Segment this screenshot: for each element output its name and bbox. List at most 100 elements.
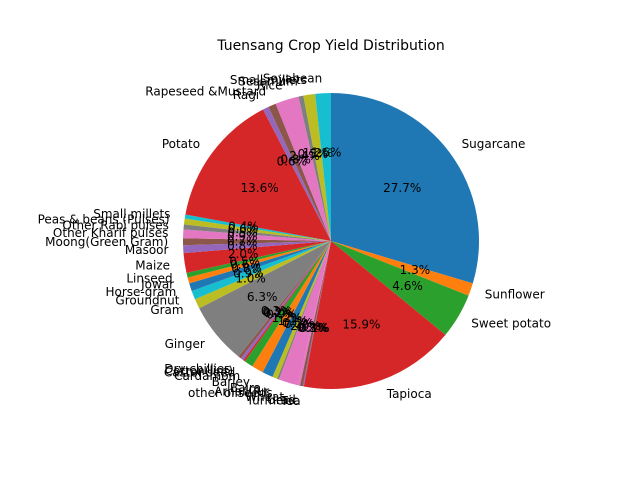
slice-percent-30: 0.6% bbox=[277, 154, 308, 168]
slice-percent-13: 0.2% bbox=[264, 306, 295, 320]
pie-slice-16 bbox=[199, 241, 331, 357]
pie-slice-2 bbox=[331, 241, 469, 335]
slice-label-33: Sesamum bbox=[238, 75, 298, 89]
slice-label-4: Tea bbox=[280, 394, 301, 408]
slice-label-1: Sunflower bbox=[485, 287, 545, 301]
slice-percent-6: 0.2% bbox=[297, 321, 328, 335]
pie-slice-1 bbox=[331, 241, 473, 296]
slice-label-29: Potato bbox=[162, 137, 200, 151]
slice-label-9: Arhar/Tur bbox=[214, 385, 269, 399]
pie-slice-6 bbox=[297, 241, 331, 386]
slice-label-7: Wheat bbox=[245, 390, 284, 404]
pie-slice-21 bbox=[186, 241, 331, 278]
pie-slice-9 bbox=[272, 241, 331, 379]
pie-slice-7 bbox=[278, 241, 331, 386]
pie-labels: Sugarcane Sunflower Sweet potato Tapioca Tea… bbox=[38, 71, 551, 407]
slice-label-35: Soyabean bbox=[263, 71, 322, 85]
slice-label-3: Tapioca bbox=[386, 387, 432, 401]
slice-label-34: Small millets bbox=[230, 73, 307, 87]
slice-label-11: Barley bbox=[212, 375, 250, 389]
pie-slice-0 bbox=[331, 93, 480, 284]
slice-percent-12: 0.9% bbox=[266, 308, 297, 322]
pie-slice-34 bbox=[303, 93, 331, 242]
slice-label-22: Maize bbox=[135, 258, 170, 272]
slice-percent-29: 13.6% bbox=[241, 181, 279, 195]
pie-slice-25 bbox=[183, 229, 331, 241]
slice-percent-9: 0.5% bbox=[282, 316, 313, 330]
slice-percent-33: 0.5% bbox=[298, 147, 329, 161]
pie-slice-4 bbox=[302, 241, 331, 387]
slice-label-10: Bajra bbox=[230, 381, 261, 395]
slice-percent-4: 0.1% bbox=[299, 321, 330, 335]
slice-percent-32: 2.4% bbox=[289, 149, 320, 163]
slice-percent-24: 0.7% bbox=[227, 234, 258, 248]
slice-label-31: Rapeseed &Mustard bbox=[145, 85, 266, 99]
pie-slice-26 bbox=[183, 224, 331, 241]
pie-slice-28 bbox=[184, 214, 331, 241]
pie-slice-33 bbox=[298, 95, 331, 241]
slice-label-6: Urad bbox=[267, 393, 296, 407]
pie-slice-12 bbox=[244, 241, 331, 367]
slice-percent-22: 2.0% bbox=[228, 247, 259, 261]
slice-percent-16: 6.3% bbox=[247, 290, 278, 304]
slice-label-32: Rice bbox=[257, 79, 283, 93]
slice-label-8: other oilseeds bbox=[188, 386, 273, 400]
slice-percent-1: 1.3% bbox=[400, 263, 431, 277]
slice-percent-34: 1.2% bbox=[303, 146, 334, 160]
pie-slice-3 bbox=[303, 241, 446, 389]
pie-slice-30 bbox=[263, 106, 331, 241]
slice-label-13: Castor seed bbox=[164, 366, 235, 380]
slice-percent-8: 0.2% bbox=[284, 317, 315, 331]
pie-slice-13 bbox=[243, 241, 331, 362]
pie-slice-19 bbox=[189, 241, 331, 291]
pie-slice-18 bbox=[191, 241, 331, 300]
slice-percent-7: 2.0% bbox=[290, 319, 321, 333]
slice-label-26: Other Rabi pulses bbox=[62, 218, 169, 232]
pie-percent-labels: 27.7%1.3%4.6%15.9%0.1%0.3%0.2%2.0%0.2%0.… bbox=[227, 145, 430, 335]
slice-percent-17: 1.0% bbox=[235, 272, 266, 286]
pie-slice-31 bbox=[268, 103, 331, 242]
pie-slice-8 bbox=[277, 241, 331, 380]
slice-label-27: Peas & beans (Pulses) bbox=[38, 212, 170, 226]
slice-label-12: Cardamom bbox=[174, 369, 240, 383]
pie-slice-22 bbox=[183, 241, 331, 273]
slice-percent-19: 0.8% bbox=[231, 262, 262, 276]
pie-slice-29 bbox=[185, 109, 331, 242]
pie-slice-20 bbox=[187, 241, 331, 284]
slice-percent-18: 0.9% bbox=[233, 266, 264, 280]
slice-percent-35: 1.6% bbox=[311, 145, 342, 159]
slice-label-14: Cotton(lint) bbox=[165, 364, 233, 378]
slice-label-18: Groundnut bbox=[115, 294, 179, 308]
pie-slice-27 bbox=[183, 218, 331, 241]
slice-label-19: Horse-gram bbox=[105, 285, 176, 299]
slice-percent-0: 27.7% bbox=[383, 181, 421, 195]
slice-percent-27: 0.6% bbox=[228, 222, 259, 236]
pie-slice-23 bbox=[183, 241, 331, 254]
slice-label-24: Moong(Green Gram) bbox=[45, 235, 168, 249]
pie-slice-35 bbox=[315, 93, 331, 241]
slice-percent-14: 0.3% bbox=[262, 305, 293, 319]
slice-percent-25: 0.9% bbox=[227, 230, 258, 244]
slice-label-2: Sweet potato bbox=[471, 317, 551, 331]
pie-slice-15 bbox=[238, 241, 331, 359]
slice-label-17: Gram bbox=[150, 303, 183, 317]
slice-percent-31: 0.8% bbox=[280, 153, 311, 167]
slice-label-21: Linseed bbox=[126, 272, 172, 286]
slice-label-16: Ginger bbox=[165, 337, 205, 351]
chart-title: Tuensang Crop Yield Distribution bbox=[216, 38, 444, 54]
slice-label-28: Small millets bbox=[93, 207, 170, 221]
slice-percent-5: 0.3% bbox=[298, 321, 329, 335]
slice-percent-20: 0.6% bbox=[230, 258, 261, 272]
pie-slices bbox=[182, 93, 480, 389]
pie-slice-32 bbox=[275, 96, 331, 241]
slice-percent-15: 0.3% bbox=[261, 304, 292, 318]
slice-label-5: Turmeric bbox=[246, 394, 299, 408]
slice-percent-2: 4.6% bbox=[392, 279, 423, 293]
slice-percent-23: 0.8% bbox=[227, 239, 258, 253]
slice-label-25: Other Kharif pulses bbox=[53, 226, 168, 240]
slice-label-20: Jowar bbox=[140, 277, 174, 291]
slice-label-15: Dry chillies bbox=[164, 362, 230, 376]
pie-slice-11 bbox=[252, 241, 331, 373]
slice-percent-26: 0.5% bbox=[227, 226, 258, 240]
